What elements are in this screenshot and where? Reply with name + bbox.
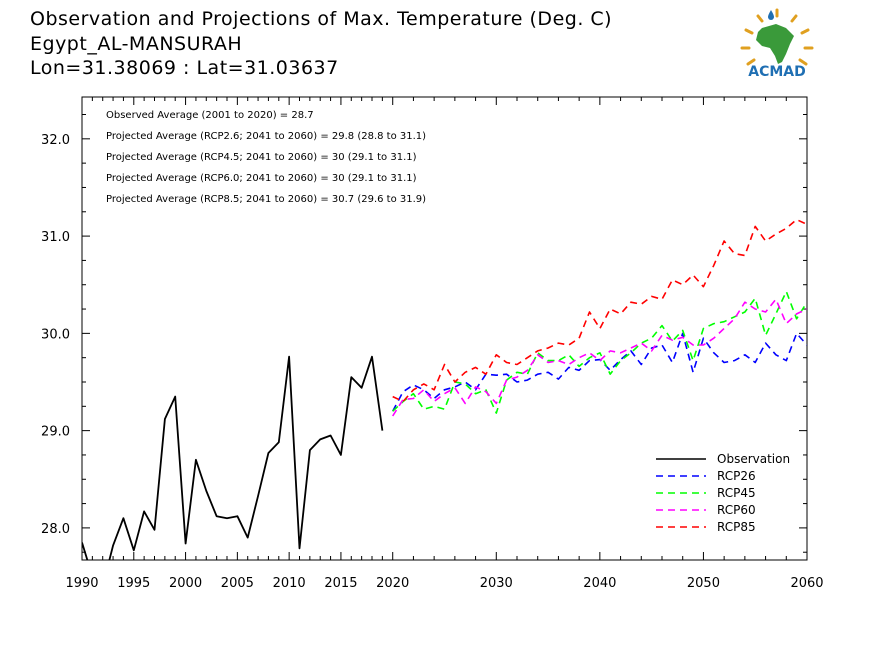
y-tick-label: 28.0 [41,522,70,537]
series-line-observation [82,355,384,560]
plot-frame [81,96,808,561]
africa-icon [756,24,794,64]
annotation-text: Projected Average (RCP2.6; 2041 to 2060)… [106,131,426,142]
x-tick-label: 2000 [169,576,202,591]
x-tick-label: 2060 [790,576,823,591]
chart-title: Observation and Projections of Max. Temp… [30,8,613,30]
legend-label: RCP45 [717,486,756,500]
series-line-rcp85 [392,218,807,403]
x-tick-label: 1995 [117,576,150,591]
series-line-rcp45 [392,290,807,414]
coordinates-label: Lon=31.38069 : Lat=31.03637 [30,57,339,79]
annotation-text: Projected Average (RCP4.5; 2041 to 2060)… [106,152,417,163]
y-tick-label: 31.0 [41,230,70,245]
series-layer [82,218,807,560]
legend: Observation RCP26 RCP45 RCP60 RCP85 [656,452,790,534]
series-line-rcp26 [391,332,807,412]
x-tick-label: 2010 [273,576,306,591]
annotations: Observed Average (2001 to 2020) = 28.7 Pr… [106,110,426,205]
annotation-text: Projected Average (RCP6.0; 2041 to 2060)… [106,173,417,184]
y-tick-label: 29.0 [41,425,70,440]
x-tick-label: 2040 [583,576,616,591]
legend-label: Observation [717,452,790,466]
plot-area [81,96,808,561]
axis-ticks [81,97,808,560]
x-tick-label: 2015 [324,576,357,591]
legend-label: RCP85 [717,520,756,534]
x-axis-labels: 1990 1995 2000 2005 2010 2015 2020 2030 2040 2050… [65,576,823,591]
y-tick-label: 32.0 [41,133,70,148]
location-name: Egypt_AL-MANSURAH [30,33,243,55]
legend-label: RCP60 [717,503,756,517]
x-tick-label: 2050 [687,576,720,591]
x-tick-label: 2005 [221,576,254,591]
acmad-logo [740,8,814,66]
x-tick-label: 1990 [65,576,98,591]
x-tick-label: 2020 [376,576,409,591]
sun-rays-icon [740,8,814,66]
y-axis-labels: 28.0 29.0 30.0 31.0 32.0 [41,133,70,537]
y-tick-label: 30.0 [41,327,70,342]
series-line-rcp60 [392,298,807,417]
annotation-text: Observed Average (2001 to 2020) = 28.7 [106,110,314,121]
logo-text: ACMAD [748,64,806,80]
x-tick-label: 2030 [480,576,513,591]
annotation-text: Projected Average (RCP8.5; 2041 to 2060)… [106,194,426,205]
drop-icon [768,10,774,20]
legend-label: RCP26 [717,469,756,483]
